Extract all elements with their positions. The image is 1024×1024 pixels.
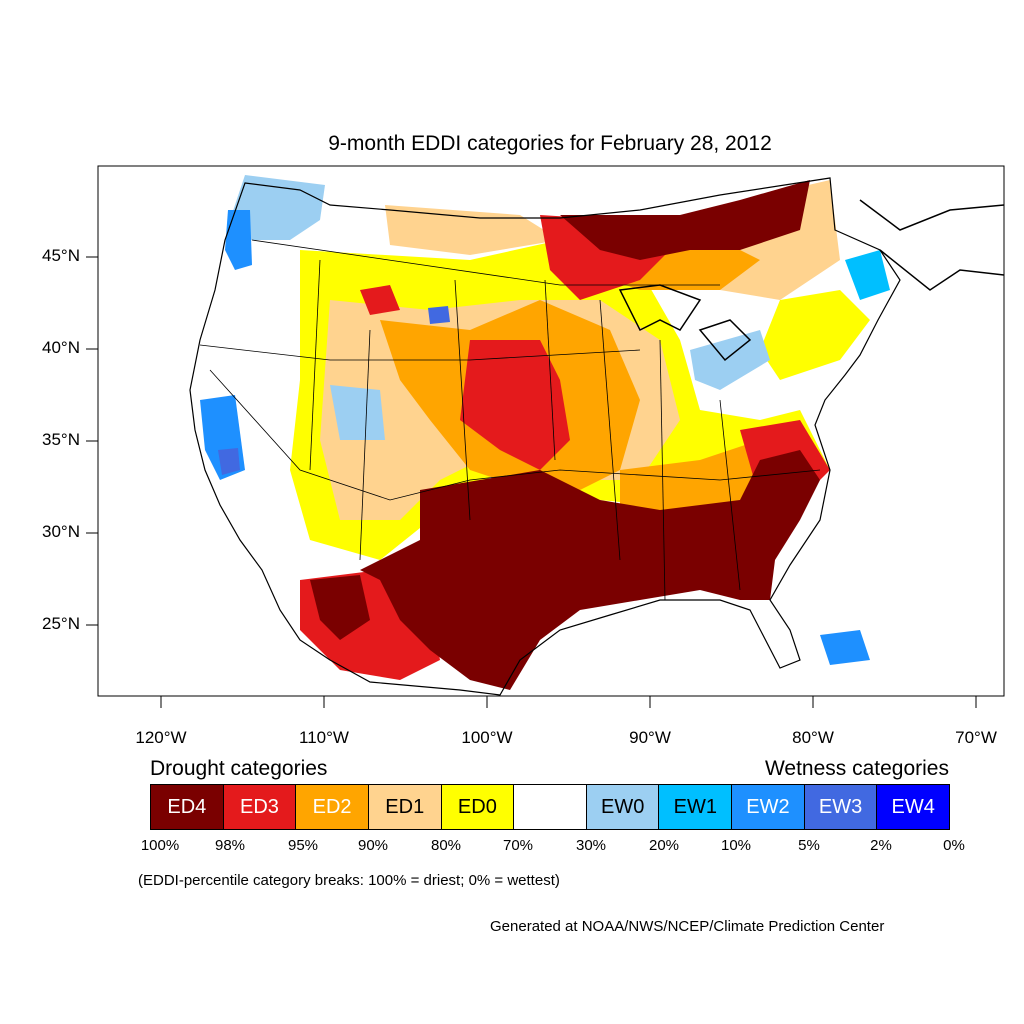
ed3-plains [460,340,570,470]
legend-box-ed4: ED4 [151,785,224,829]
ed4-north [560,180,810,260]
drought-categories-heading: Drought categories [150,757,328,780]
break-label: 0% [943,837,965,854]
break-label: 98% [214,837,246,854]
ew-great-lakes [690,330,770,390]
credit-line: Generated at NOAA/NWS/NCEP/Climate Predi… [490,918,885,935]
lon-label-120: 120°W [135,728,187,747]
ew-bahamas [820,630,870,665]
legend-box-ew3: EW3 [804,785,878,829]
ed4-south [360,450,820,690]
ew-montana [428,306,450,324]
ed4-southwest [310,575,370,640]
break-label: 95% [287,837,319,854]
legend-box-ew4: EW4 [877,785,950,829]
lat-label-25: 25°N [42,614,80,633]
break-label: 70% [502,837,534,854]
legend-box-neutral [514,785,587,829]
ew-utah [330,385,385,440]
break-label: 2% [870,837,892,854]
break-label: 80% [430,837,462,854]
ew-california-core [218,448,240,475]
legend-box-ed2: ED2 [296,785,369,829]
lat-label-40: 40°N [42,338,80,357]
wetness-categories-heading: Wetness categories [764,757,949,780]
break-label: 10% [720,837,752,854]
break-label: 90% [357,837,389,854]
map-frame [97,165,1005,697]
canada-coast [859,199,1004,291]
lon-label-110: 110°W [299,728,349,747]
us-outline [189,177,901,696]
lat-label-30: 30°N [42,522,80,541]
lat-label-35: 35°N [42,430,80,449]
lat-label-45: 45°N [42,246,80,265]
category-legend: ED4 ED3 ED2 ED1 ED0 EW0 EW1 EW2 EW3 EW4 [150,784,950,830]
legend-box-ed0: ED0 [441,785,515,829]
lon-ticks [160,696,977,708]
category-breaks-note: (EDDI-percentile category breaks: 100% =… [138,872,560,889]
legend-box-ew1: EW1 [659,785,733,829]
break-label: 100% [140,837,180,854]
lon-label-70: 70°W [955,728,997,747]
lon-label-90: 90°W [629,728,671,747]
ew-maine [845,250,890,300]
legend-box-ew2: EW2 [732,785,805,829]
break-label: 30% [575,837,607,854]
ed0-northeast [760,290,870,380]
ew-washington [225,210,252,270]
break-label: 20% [648,837,680,854]
legend-box-ew0: EW0 [586,785,660,829]
great-lakes-outline [618,284,752,362]
lon-label-80: 80°W [792,728,834,747]
state-borders [199,239,821,601]
break-label: 5% [798,837,820,854]
legend-box-ed1: ED1 [368,785,442,829]
lon-label-100: 100°W [461,728,513,747]
ed3-montana [360,285,400,315]
map-title: 9-month EDDI categories for February 28,… [328,132,772,155]
legend-box-ed3: ED3 [223,785,297,829]
lat-ticks [86,256,98,626]
